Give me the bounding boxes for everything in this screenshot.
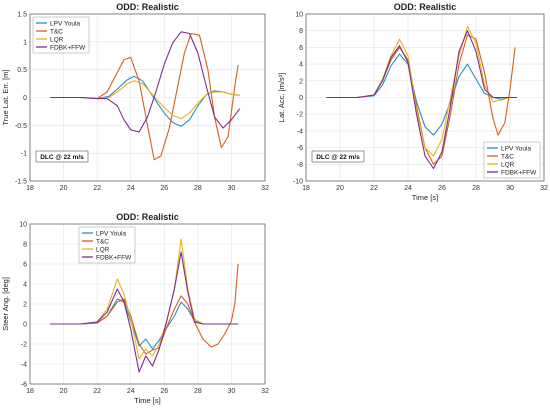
y-tick-label: 0 — [23, 95, 27, 102]
chart-title: ODD: Realistic — [116, 212, 179, 222]
y-tick-label: 0.5 — [17, 67, 27, 74]
annotation-label: DLC @ 22 m/s — [40, 154, 84, 161]
series-line-fdbk-ffw — [326, 30, 517, 170]
y-tick-label: 8 — [23, 242, 27, 249]
legend-label: LPV Youla — [501, 145, 531, 152]
x-tick-label: 30 — [228, 388, 236, 395]
chart-title: ODD: Realistic — [394, 2, 457, 12]
x-tick-label: 22 — [370, 185, 378, 192]
x-tick-label: 26 — [160, 388, 168, 395]
x-tick-label: 30 — [228, 185, 236, 192]
y-tick-label: 4 — [299, 62, 303, 69]
series-line-fdbk-ffw — [50, 251, 239, 373]
legend-label: LPV Youla — [96, 230, 126, 237]
y-tick-label: -1 — [21, 151, 27, 158]
y-tick-label: 0 — [299, 95, 303, 102]
y-tick-label: -8 — [297, 162, 303, 169]
y-tick-label: 1 — [23, 39, 27, 46]
y-axis-label: True Lat. Err. [m] — [1, 70, 10, 126]
x-tick-label: 32 — [261, 185, 269, 192]
x-tick-label: 18 — [302, 185, 310, 192]
legend-label: T&C — [50, 28, 63, 35]
y-tick-label: -4 — [297, 128, 303, 135]
y-tick-label: 6 — [23, 262, 27, 269]
x-tick-label: 18 — [26, 388, 34, 395]
legend-label: LQR — [96, 246, 110, 253]
chart-panel-1: 18 20 22 24 26 28 30 32 -1.5 -1 -0.5 0 0.5 1 1.5 ODD: R… — [1, 2, 269, 192]
y-axis-label: Steer Ang. [deg] — [1, 277, 10, 331]
x-tick-label: 32 — [261, 388, 269, 395]
y-tick-label: 4 — [23, 282, 27, 289]
y-tick-label: -6 — [297, 145, 303, 152]
y-tick-label: -4 — [21, 362, 27, 369]
y-tick-label: -1.5 — [15, 179, 27, 186]
legend-label: T&C — [96, 238, 109, 245]
annotation-box — [311, 150, 365, 163]
x-tick-label: 20 — [60, 388, 68, 395]
series-lines — [326, 25, 517, 170]
x-tick-label: 18 — [26, 185, 34, 192]
x-tick-label: 26 — [160, 185, 168, 192]
y-tick-label: 2 — [299, 78, 303, 85]
x-tick-label: 28 — [472, 185, 480, 192]
x-tick-label: 30 — [506, 185, 514, 192]
y-tick-label: -10 — [293, 179, 303, 186]
y-tick-label: 8 — [299, 28, 303, 35]
x-tick-label: 24 — [127, 185, 135, 192]
x-tick-label: 22 — [93, 388, 101, 395]
chart-title: ODD: Realistic — [116, 2, 179, 12]
y-tick-label: 2 — [23, 302, 27, 309]
y-axis-label: Lat. Acc. [m/s²] — [277, 73, 286, 123]
legend-label: LPV Youla — [50, 20, 80, 27]
y-tick-label: -6 — [21, 382, 27, 389]
y-tick-label: 0 — [23, 322, 27, 329]
axes-frame — [305, 13, 545, 182]
legend-label: FDBK+FFW — [50, 44, 86, 51]
y-tick-label: 1.5 — [17, 12, 27, 19]
x-tick-label: 26 — [438, 185, 446, 192]
y-tick-label: 10 — [19, 222, 27, 229]
series-line-t-c — [50, 32, 239, 161]
x-tick-label: 28 — [194, 185, 202, 192]
y-tick-label: -0.5 — [15, 123, 27, 130]
x-axis-label: Time [s] — [412, 193, 438, 202]
series-line-fdbk-ffw — [50, 31, 241, 133]
x-tick-label: 20 — [336, 185, 344, 192]
x-tick-label: 24 — [404, 185, 412, 192]
axes-frame — [29, 13, 266, 182]
y-tick-label: -2 — [21, 342, 27, 349]
y-tick-label: 6 — [299, 45, 303, 52]
axes-frame — [29, 223, 266, 385]
annotation-label: DLC @ 22 m/s — [316, 154, 360, 161]
series-lines — [50, 31, 241, 161]
legend-label: T&C — [501, 153, 514, 160]
x-tick-label: 20 — [60, 185, 68, 192]
y-tick-label: 10 — [295, 12, 303, 19]
legend-label: FDBK+FFW — [96, 254, 132, 261]
x-tick-label: 22 — [93, 185, 101, 192]
x-tick-label: 24 — [127, 388, 135, 395]
annotation-box — [35, 150, 89, 163]
x-tick-label: 32 — [540, 185, 548, 192]
series-lines — [50, 238, 239, 373]
x-tick-label: 28 — [194, 388, 202, 395]
y-tick-label: -2 — [297, 112, 303, 119]
legend-label: LQR — [50, 36, 64, 43]
x-axis-label: Time [s] — [134, 396, 160, 405]
legend-label: LQR — [501, 161, 515, 168]
legend-label: FDBK+FFW — [501, 169, 537, 176]
